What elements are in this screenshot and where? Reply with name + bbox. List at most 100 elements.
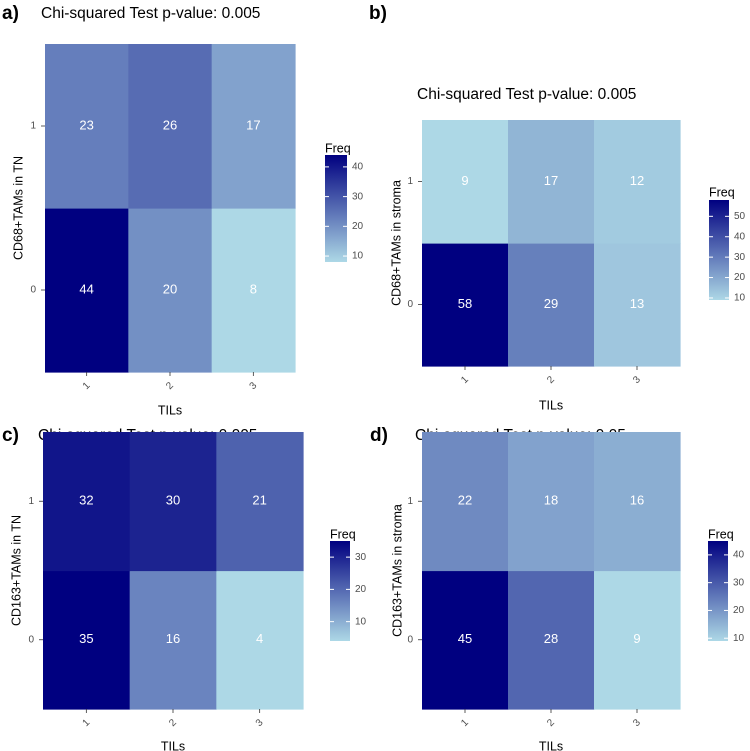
- x-tick-label: 3: [248, 380, 260, 392]
- cell-value-label: 23: [79, 117, 93, 132]
- cell-value-label: 26: [163, 117, 177, 132]
- legend-tick-label: 10: [733, 633, 745, 644]
- legend-tick-label: 30: [352, 191, 364, 202]
- heatmap-cell: [422, 243, 509, 367]
- y-tick-label: 1: [28, 496, 34, 507]
- x-tick-label: 3: [254, 717, 266, 729]
- x-tick-label: 1: [459, 717, 471, 729]
- cell-value-label: 17: [246, 117, 260, 132]
- cell-value-label: 8: [250, 281, 257, 296]
- heatmap-cell: [129, 432, 217, 572]
- x-tick-label: 2: [164, 380, 176, 392]
- legend-tick-label: 40: [734, 231, 746, 242]
- heatmap-cell: [211, 44, 296, 209]
- heatmap-cell: [128, 208, 213, 373]
- legend-colorbar: [708, 541, 728, 641]
- y-tick-label: 0: [407, 299, 413, 310]
- legend-tick-label: 40: [352, 162, 364, 173]
- heatmap-cell: [216, 432, 304, 572]
- legend-tick-label: 20: [734, 272, 746, 283]
- x-tick-label: 1: [81, 380, 93, 392]
- chart-title: Chi-squared Test p-value: 0.005: [417, 86, 636, 103]
- x-tick-label: 1: [459, 374, 471, 386]
- legend-colorbar: [325, 155, 347, 262]
- heatmap-cell: [594, 120, 681, 244]
- heatmap-cell: [129, 570, 217, 710]
- cell-value-label: 30: [166, 493, 180, 508]
- legend-tick-label: 10: [352, 251, 364, 262]
- legend-tick-label: 50: [734, 211, 746, 222]
- x-tick-label: 3: [631, 374, 643, 386]
- heatmap-cell: [43, 570, 131, 710]
- y-tick-label: 0: [28, 634, 34, 645]
- cell-value-label: 29: [544, 296, 558, 311]
- panel-label: a): [2, 3, 19, 24]
- legend-title: Freq: [330, 527, 356, 541]
- heatmap-cell: [422, 432, 509, 572]
- heatmap-cell: [508, 570, 595, 710]
- y-tick-label: 0: [30, 285, 36, 296]
- y-tick-label: 1: [407, 176, 413, 187]
- heatmap-cell: [508, 243, 595, 367]
- x-tick-label: 2: [167, 717, 179, 729]
- heatmap-cell: [128, 44, 213, 209]
- heatmap-cell: [508, 120, 595, 244]
- x-tick-label: 2: [545, 717, 557, 729]
- cell-value-label: 35: [79, 631, 93, 646]
- cell-value-label: 22: [458, 493, 472, 508]
- x-tick-label: 3: [631, 717, 643, 729]
- x-axis-label: TILs: [539, 739, 563, 751]
- x-axis-label: TILs: [539, 398, 563, 412]
- heatmap-cell: [45, 44, 129, 209]
- legend-colorbar: [709, 200, 729, 300]
- cell-value-label: 16: [630, 493, 644, 508]
- cell-value-label: 9: [633, 631, 640, 646]
- legend-title: Freq: [709, 185, 735, 199]
- cell-value-label: 18: [544, 493, 558, 508]
- x-axis-label: TILs: [158, 403, 182, 417]
- heatmap-cell: [216, 570, 304, 710]
- heatmap-cell: [594, 432, 681, 572]
- panel-label: c): [2, 425, 19, 446]
- cell-value-label: 12: [630, 173, 644, 188]
- panel-label: d): [370, 425, 388, 446]
- legend-title: Freq: [708, 527, 734, 541]
- cell-value-label: 32: [79, 493, 93, 508]
- heatmap-panel-3: c)Chi-squared Test p-value: 0.0053516432…: [2, 425, 367, 751]
- legend-tick-label: 40: [733, 550, 745, 561]
- cell-value-label: 9: [461, 173, 468, 188]
- legend-tick-label: 20: [352, 221, 364, 232]
- legend-tick-label: 30: [734, 252, 746, 263]
- cell-value-label: 21: [252, 493, 266, 508]
- heatmap-cell: [422, 570, 509, 710]
- y-axis-label: CD163+TAMs in stroma: [390, 504, 404, 637]
- chart-title: Chi-squared Test p-value: 0.005: [41, 5, 260, 22]
- x-tick-label: 1: [81, 717, 93, 729]
- x-tick-label: 2: [545, 374, 557, 386]
- heatmap-cell: [43, 432, 131, 572]
- cell-value-label: 16: [166, 631, 180, 646]
- legend-tick-label: 30: [355, 552, 367, 563]
- heatmap-cell: [594, 243, 681, 367]
- legend-colorbar: [330, 541, 350, 641]
- heatmap-cell: [508, 432, 595, 572]
- cell-value-label: 20: [163, 281, 177, 296]
- legend-tick-label: 20: [733, 605, 745, 616]
- y-axis-label: CD68+TAMs in stroma: [389, 180, 403, 306]
- legend-tick-label: 30: [733, 577, 745, 588]
- heatmap-cell: [211, 208, 296, 373]
- x-axis-label: TILs: [161, 739, 185, 751]
- heatmap-cell: [45, 208, 129, 373]
- cell-value-label: 28: [544, 631, 558, 646]
- y-axis-label: CD68+TAMs in TN: [11, 156, 25, 260]
- legend-tick-label: 10: [734, 293, 746, 304]
- cell-value-label: 17: [544, 173, 558, 188]
- heatmap-cell: [422, 120, 509, 244]
- cell-value-label: 45: [458, 631, 472, 646]
- cell-value-label: 44: [79, 281, 93, 296]
- legend-title: Freq: [325, 141, 351, 155]
- heatmap-panel-4: d)Chi-squared Test p-value: 0.0545289221…: [370, 425, 745, 751]
- y-tick-label: 1: [407, 496, 413, 507]
